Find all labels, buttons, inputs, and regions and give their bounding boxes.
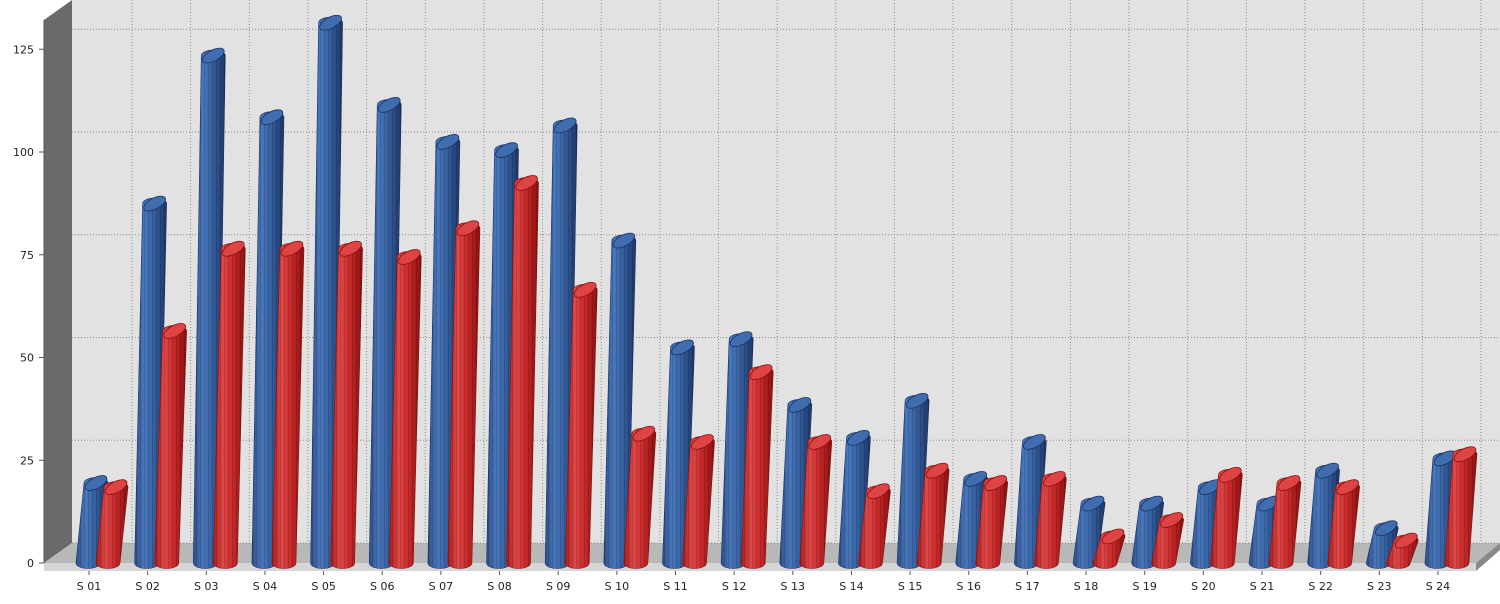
bars xyxy=(75,14,1478,569)
y-tick-label: 50 xyxy=(20,352,34,365)
bar xyxy=(1444,446,1478,569)
bar xyxy=(682,434,715,569)
bar xyxy=(858,483,891,569)
bar xyxy=(212,240,246,569)
x-tick-label: S 17 xyxy=(1015,580,1039,593)
x-tick-label: S 11 xyxy=(663,580,687,593)
bar xyxy=(916,462,950,569)
x-tick-label: S 20 xyxy=(1191,580,1215,593)
y-tick-label: 75 xyxy=(20,249,34,262)
bar xyxy=(447,220,481,569)
bar xyxy=(1092,528,1126,569)
x-tick-label: S 14 xyxy=(839,580,863,593)
bar xyxy=(95,479,129,569)
bar xyxy=(154,323,187,569)
bar xyxy=(330,240,363,569)
x-tick-label: S 05 xyxy=(311,580,335,593)
bar xyxy=(271,240,305,569)
x-tick-label: S 19 xyxy=(1132,580,1156,593)
x-tick-label: S 09 xyxy=(546,580,570,593)
x-tick-label: S 23 xyxy=(1367,580,1391,593)
x-tick-label: S 01 xyxy=(77,580,101,593)
x-tick-label: S 08 xyxy=(487,580,511,593)
bar xyxy=(1424,450,1458,569)
side-wall xyxy=(44,0,72,563)
x-tick-label: S 13 xyxy=(781,580,805,593)
x-tick-label: S 07 xyxy=(429,580,453,593)
back-wall xyxy=(72,0,1500,543)
y-tick-label: 0 xyxy=(27,557,34,570)
x-tick-label: S 21 xyxy=(1250,580,1274,593)
bar xyxy=(1034,471,1067,569)
bar xyxy=(564,282,598,569)
bar xyxy=(1268,475,1302,569)
bar xyxy=(506,175,539,569)
x-tick-label: S 24 xyxy=(1426,580,1450,593)
x-tick-label: S 18 xyxy=(1074,580,1098,593)
bar xyxy=(603,232,637,569)
x-tick-label: S 06 xyxy=(370,580,394,593)
x-tick-label: S 04 xyxy=(253,580,277,593)
bar xyxy=(799,434,833,569)
bar xyxy=(623,425,657,569)
x-tick-label: S 10 xyxy=(605,580,629,593)
bar xyxy=(388,249,422,569)
bar xyxy=(1210,466,1243,569)
x-tick-label: S 15 xyxy=(898,580,922,593)
bar xyxy=(1151,512,1185,569)
y-tick-label: 25 xyxy=(20,454,34,467)
x-tick-label: S 03 xyxy=(194,580,218,593)
bar xyxy=(1327,479,1360,569)
y-tick-label: 125 xyxy=(13,43,34,56)
bar xyxy=(740,364,774,569)
floor-edge xyxy=(1476,543,1500,571)
y-axis: 0 25 50 75 100 125 xyxy=(13,20,45,570)
x-tick-label: S 02 xyxy=(135,580,159,593)
y-tick-label: 100 xyxy=(13,146,34,159)
bar xyxy=(1385,532,1419,569)
bar xyxy=(975,475,1009,569)
x-tick-label: S 16 xyxy=(957,580,981,593)
x-tick-label: S 12 xyxy=(722,580,746,593)
x-tick-label: S 22 xyxy=(1308,580,1332,593)
x-axis: S 01 S 02 S 03 S 04 S 05 S 06 S 07 S 08 S 09 S 10… xyxy=(77,571,1450,593)
